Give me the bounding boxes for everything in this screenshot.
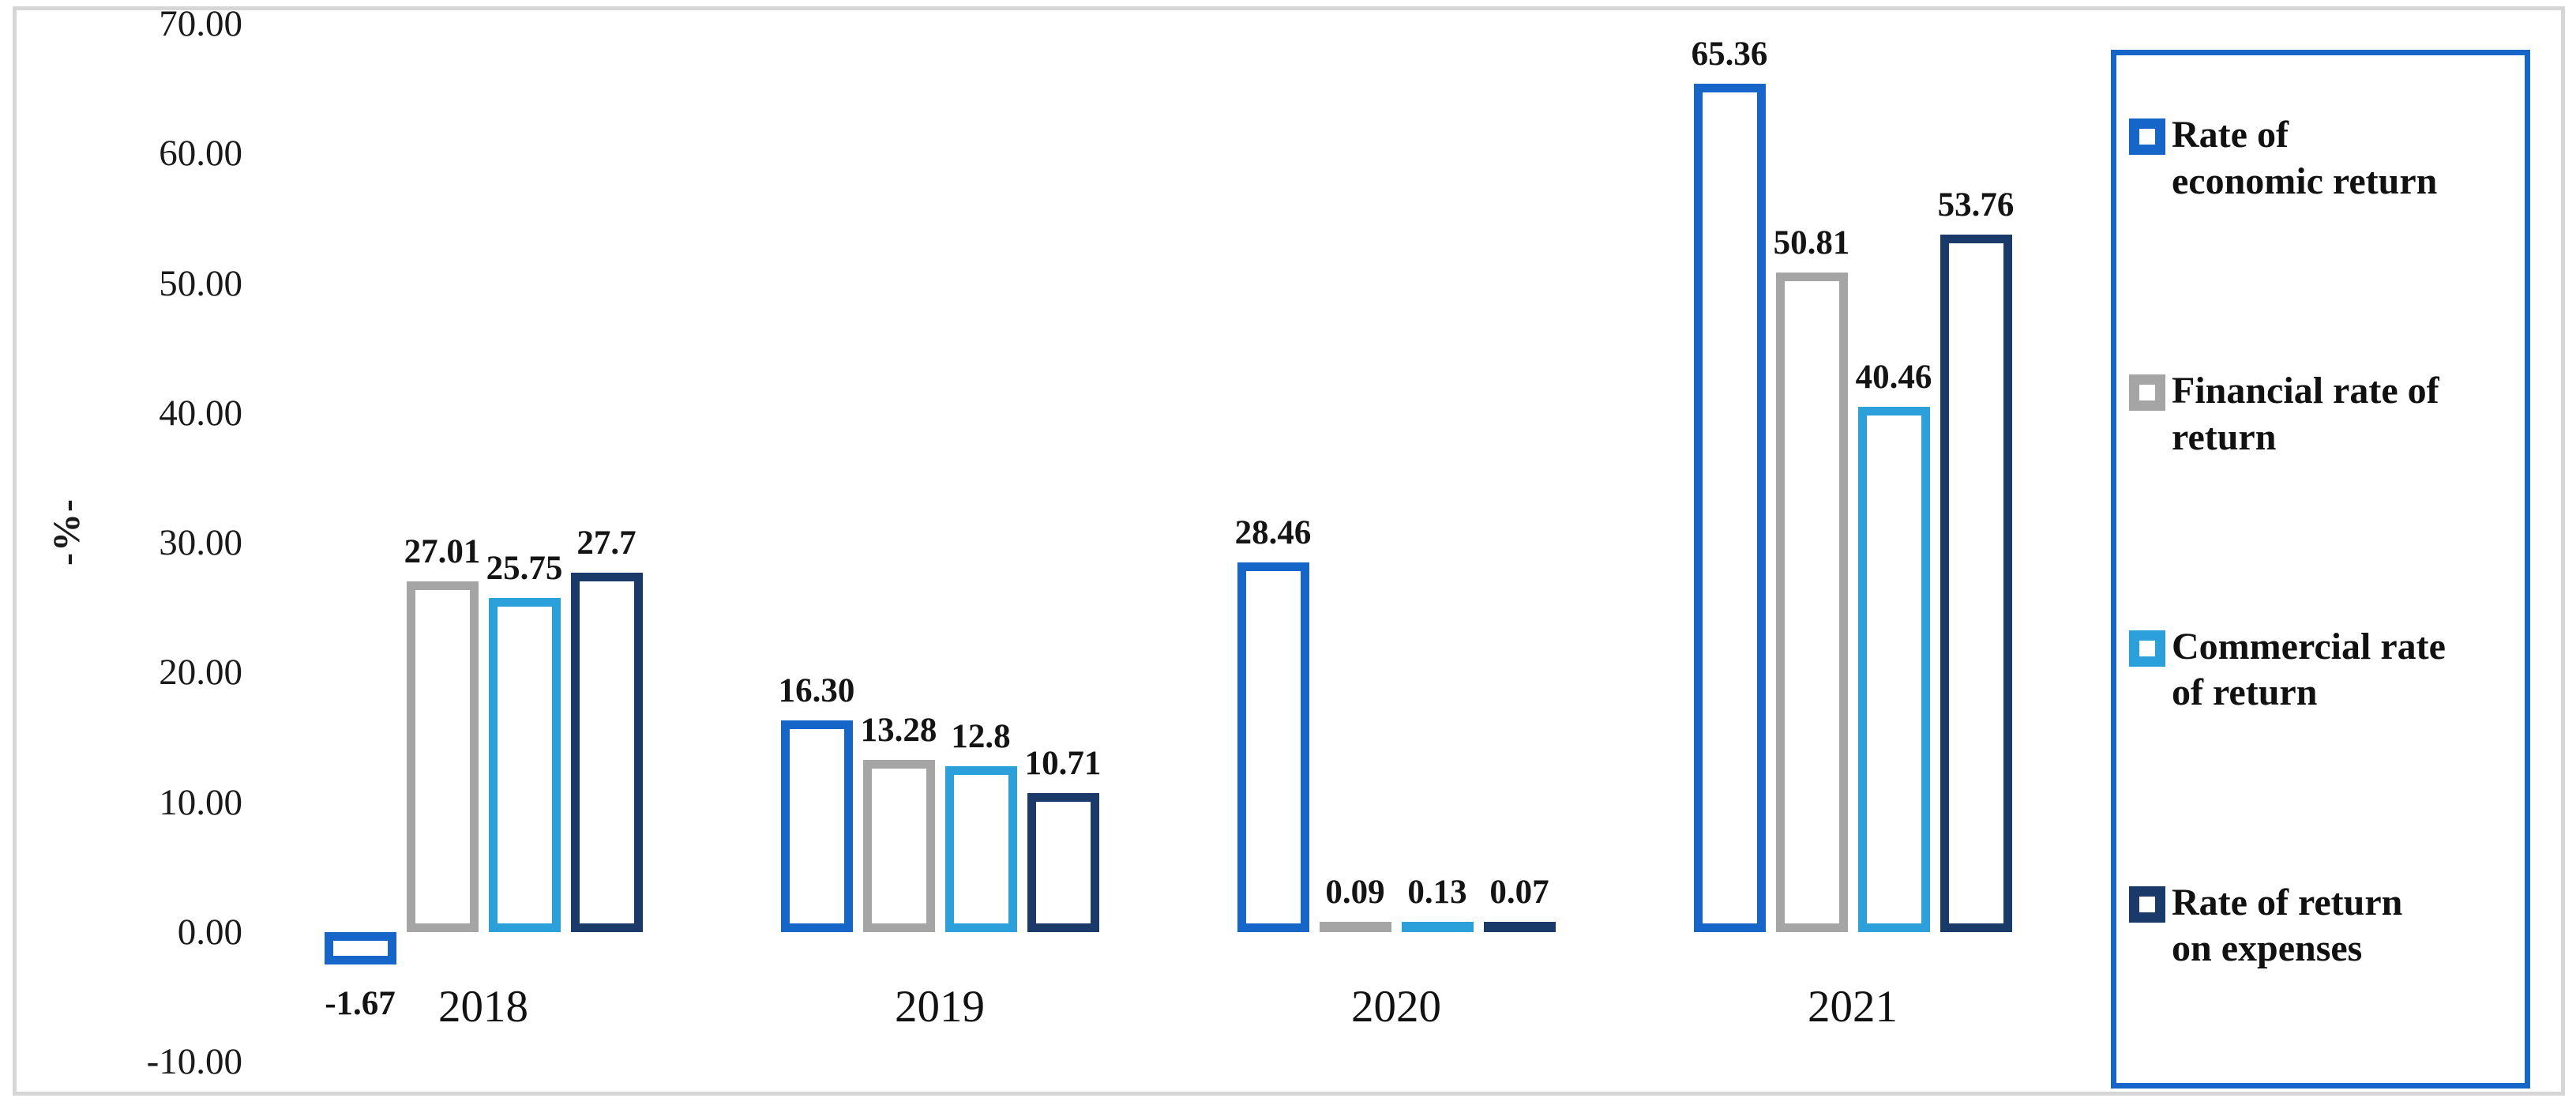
y-axis-tick-label: 40.00 — [159, 392, 242, 434]
bar-data-label: 0.13 — [1407, 874, 1467, 911]
bar-financial-rate-of-return-2019 — [862, 759, 935, 932]
bar-rate-of-return-on-expenses-2018 — [570, 572, 643, 932]
y-axis-tick-label: 0.00 — [177, 912, 242, 953]
bar-data-label: 53.76 — [1937, 186, 2015, 224]
y-axis-tick-label: -10.00 — [146, 1041, 242, 1083]
legend-label: Financial rate of return — [2172, 369, 2439, 458]
bar-data-label: 28.46 — [1234, 514, 1312, 552]
bar-data-label: 10.71 — [1024, 745, 1102, 783]
bar-data-label: 40.46 — [1855, 359, 1932, 397]
bar-financial-rate-of-return-2021 — [1775, 273, 1848, 932]
bar-rate-of-economic-return-2019 — [780, 720, 853, 932]
bar-data-label: 65.36 — [1691, 36, 1768, 73]
legend-item: Financial rate of return — [2129, 368, 2517, 461]
x-axis-category-label: 2021 — [1808, 982, 1898, 1032]
bar-rate-of-economic-return-2021 — [1693, 84, 1766, 932]
bar-rate-of-return-on-expenses-2020 — [1483, 922, 1556, 932]
x-axis-category-label: 2020 — [1351, 982, 1441, 1032]
bar-financial-rate-of-return-2018 — [406, 581, 479, 932]
legend-swatch — [2129, 374, 2165, 411]
bar-data-label: 25.75 — [486, 549, 563, 587]
legend-item: Rate of economic return — [2129, 112, 2517, 205]
bar-data-label: 0.09 — [1325, 874, 1385, 911]
y-axis-tick-label: 30.00 — [159, 522, 242, 564]
bar-commercial-rate-of-return-2019 — [944, 765, 1017, 932]
legend-item: Commercial rate of return — [2129, 624, 2517, 716]
legend: Rate of economic return Financial rate of… — [2111, 50, 2530, 1089]
y-axis-tick-label: 20.00 — [159, 652, 242, 694]
bar-data-label: 27.01 — [404, 533, 481, 571]
bar-financial-rate-of-return-2020 — [1319, 922, 1391, 932]
legend-swatch — [2129, 630, 2165, 667]
bar-rate-of-economic-return-2018 — [324, 932, 396, 965]
bar-data-label: 16.30 — [778, 672, 855, 710]
bar-rate-of-return-on-expenses-2019 — [1027, 793, 1099, 932]
y-axis-tick-label: 60.00 — [159, 133, 242, 175]
chart-border — [13, 6, 2565, 1096]
y-axis-tick-label: 50.00 — [159, 262, 242, 304]
bar-rate-of-return-on-expenses-2021 — [1940, 234, 2012, 932]
legend-swatch — [2129, 118, 2165, 155]
bar-data-label: 27.7 — [576, 524, 636, 562]
y-axis-tick-label: 70.00 — [159, 2, 242, 44]
bar-commercial-rate-of-return-2020 — [1401, 922, 1474, 932]
legend-label: Rate of economic return — [2172, 114, 2438, 202]
bar-data-label: 50.81 — [1773, 224, 1850, 262]
x-axis-category-label: 2018 — [438, 982, 528, 1032]
bar-data-label: 0.07 — [1489, 874, 1549, 911]
x-axis-category-label: 2019 — [895, 982, 985, 1032]
bar-rate-of-economic-return-2020 — [1237, 562, 1309, 932]
legend-swatch — [2129, 886, 2165, 923]
bar-data-label: 12.8 — [951, 717, 1011, 755]
y-axis-tick-label: 10.00 — [159, 781, 242, 823]
bar-data-label: 13.28 — [860, 711, 937, 749]
legend-label: Commercial rate of return — [2172, 625, 2446, 714]
legend-label: Rate of return on expenses — [2172, 881, 2403, 970]
bar-data-label: -1.67 — [325, 985, 396, 1023]
bar-commercial-rate-of-return-2021 — [1857, 407, 1930, 932]
bar-commercial-rate-of-return-2018 — [488, 597, 561, 932]
legend-item: Rate of return on expenses — [2129, 880, 2517, 972]
